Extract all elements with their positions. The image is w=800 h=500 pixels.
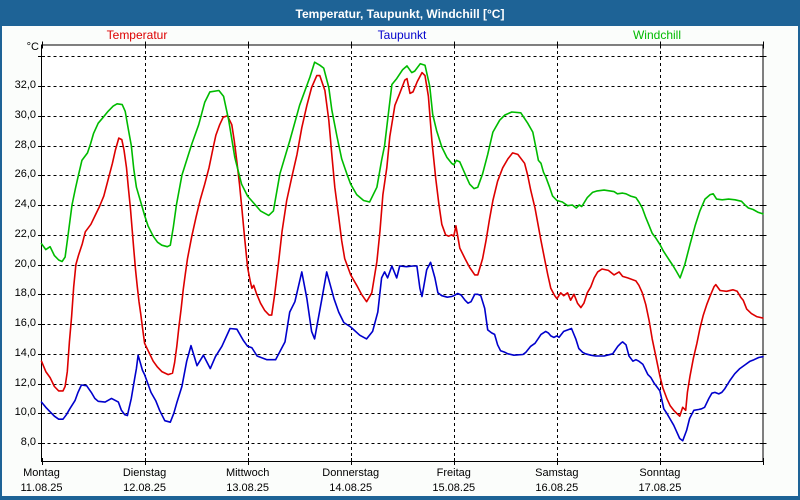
x-day-label: Donnerstag [322,467,380,479]
chart-title: Temperatur, Taupunkt, Windchill [°C] [295,7,505,21]
x-day-label: Dienstag [122,467,167,479]
series-temperatur-line [40,71,764,418]
y-axis-unit-label: °C [26,41,39,53]
x-date-label: 11.08.25 [20,482,63,494]
y-tick-label: 12,0 [14,376,36,389]
y-tick-label: 10,0 [14,406,36,419]
y-tick-label: 18,0 [14,287,36,300]
legend-taupunkt: Taupunkt [377,28,427,42]
series-taupunkt-line [40,261,764,442]
series-windchill-line [40,61,764,279]
y-tick-label: 20,0 [14,257,36,270]
y-tick-label: 16,0 [14,317,36,329]
legend-temperatur: Temperatur [106,28,168,42]
x-day-label: Freitag [436,467,471,479]
x-day-label: Sonntag [639,467,681,479]
x-day-label: Montag [23,467,60,479]
x-day-label: Mittwoch [225,467,270,479]
y-tick-label: 24,0 [14,198,36,210]
y-tick-label: 32,0 [14,79,36,91]
y-tick-label: 28,0 [14,138,36,151]
y-tick-label: 8,0 [20,436,36,448]
x-date-label: 13.08.25 [226,482,270,494]
y-tick-label: 14,0 [14,346,36,359]
y-tick-label: 22,0 [14,227,36,240]
y-tick-label: 26,0 [14,168,36,181]
y-tick-label: 30,0 [14,108,36,121]
x-date-label: 15.08.25 [432,482,476,494]
x-date-label: 16.08.25 [535,482,579,494]
x-day-label: Samstag [535,467,579,479]
x-date-label: 17.08.25 [638,482,682,494]
x-date-label: 14.08.25 [329,482,373,494]
title-bar: Temperatur, Taupunkt, Windchill [°C] [2,2,798,26]
legend-windchill: Windchill [632,28,681,42]
x-date-label: 12.08.25 [123,482,166,494]
